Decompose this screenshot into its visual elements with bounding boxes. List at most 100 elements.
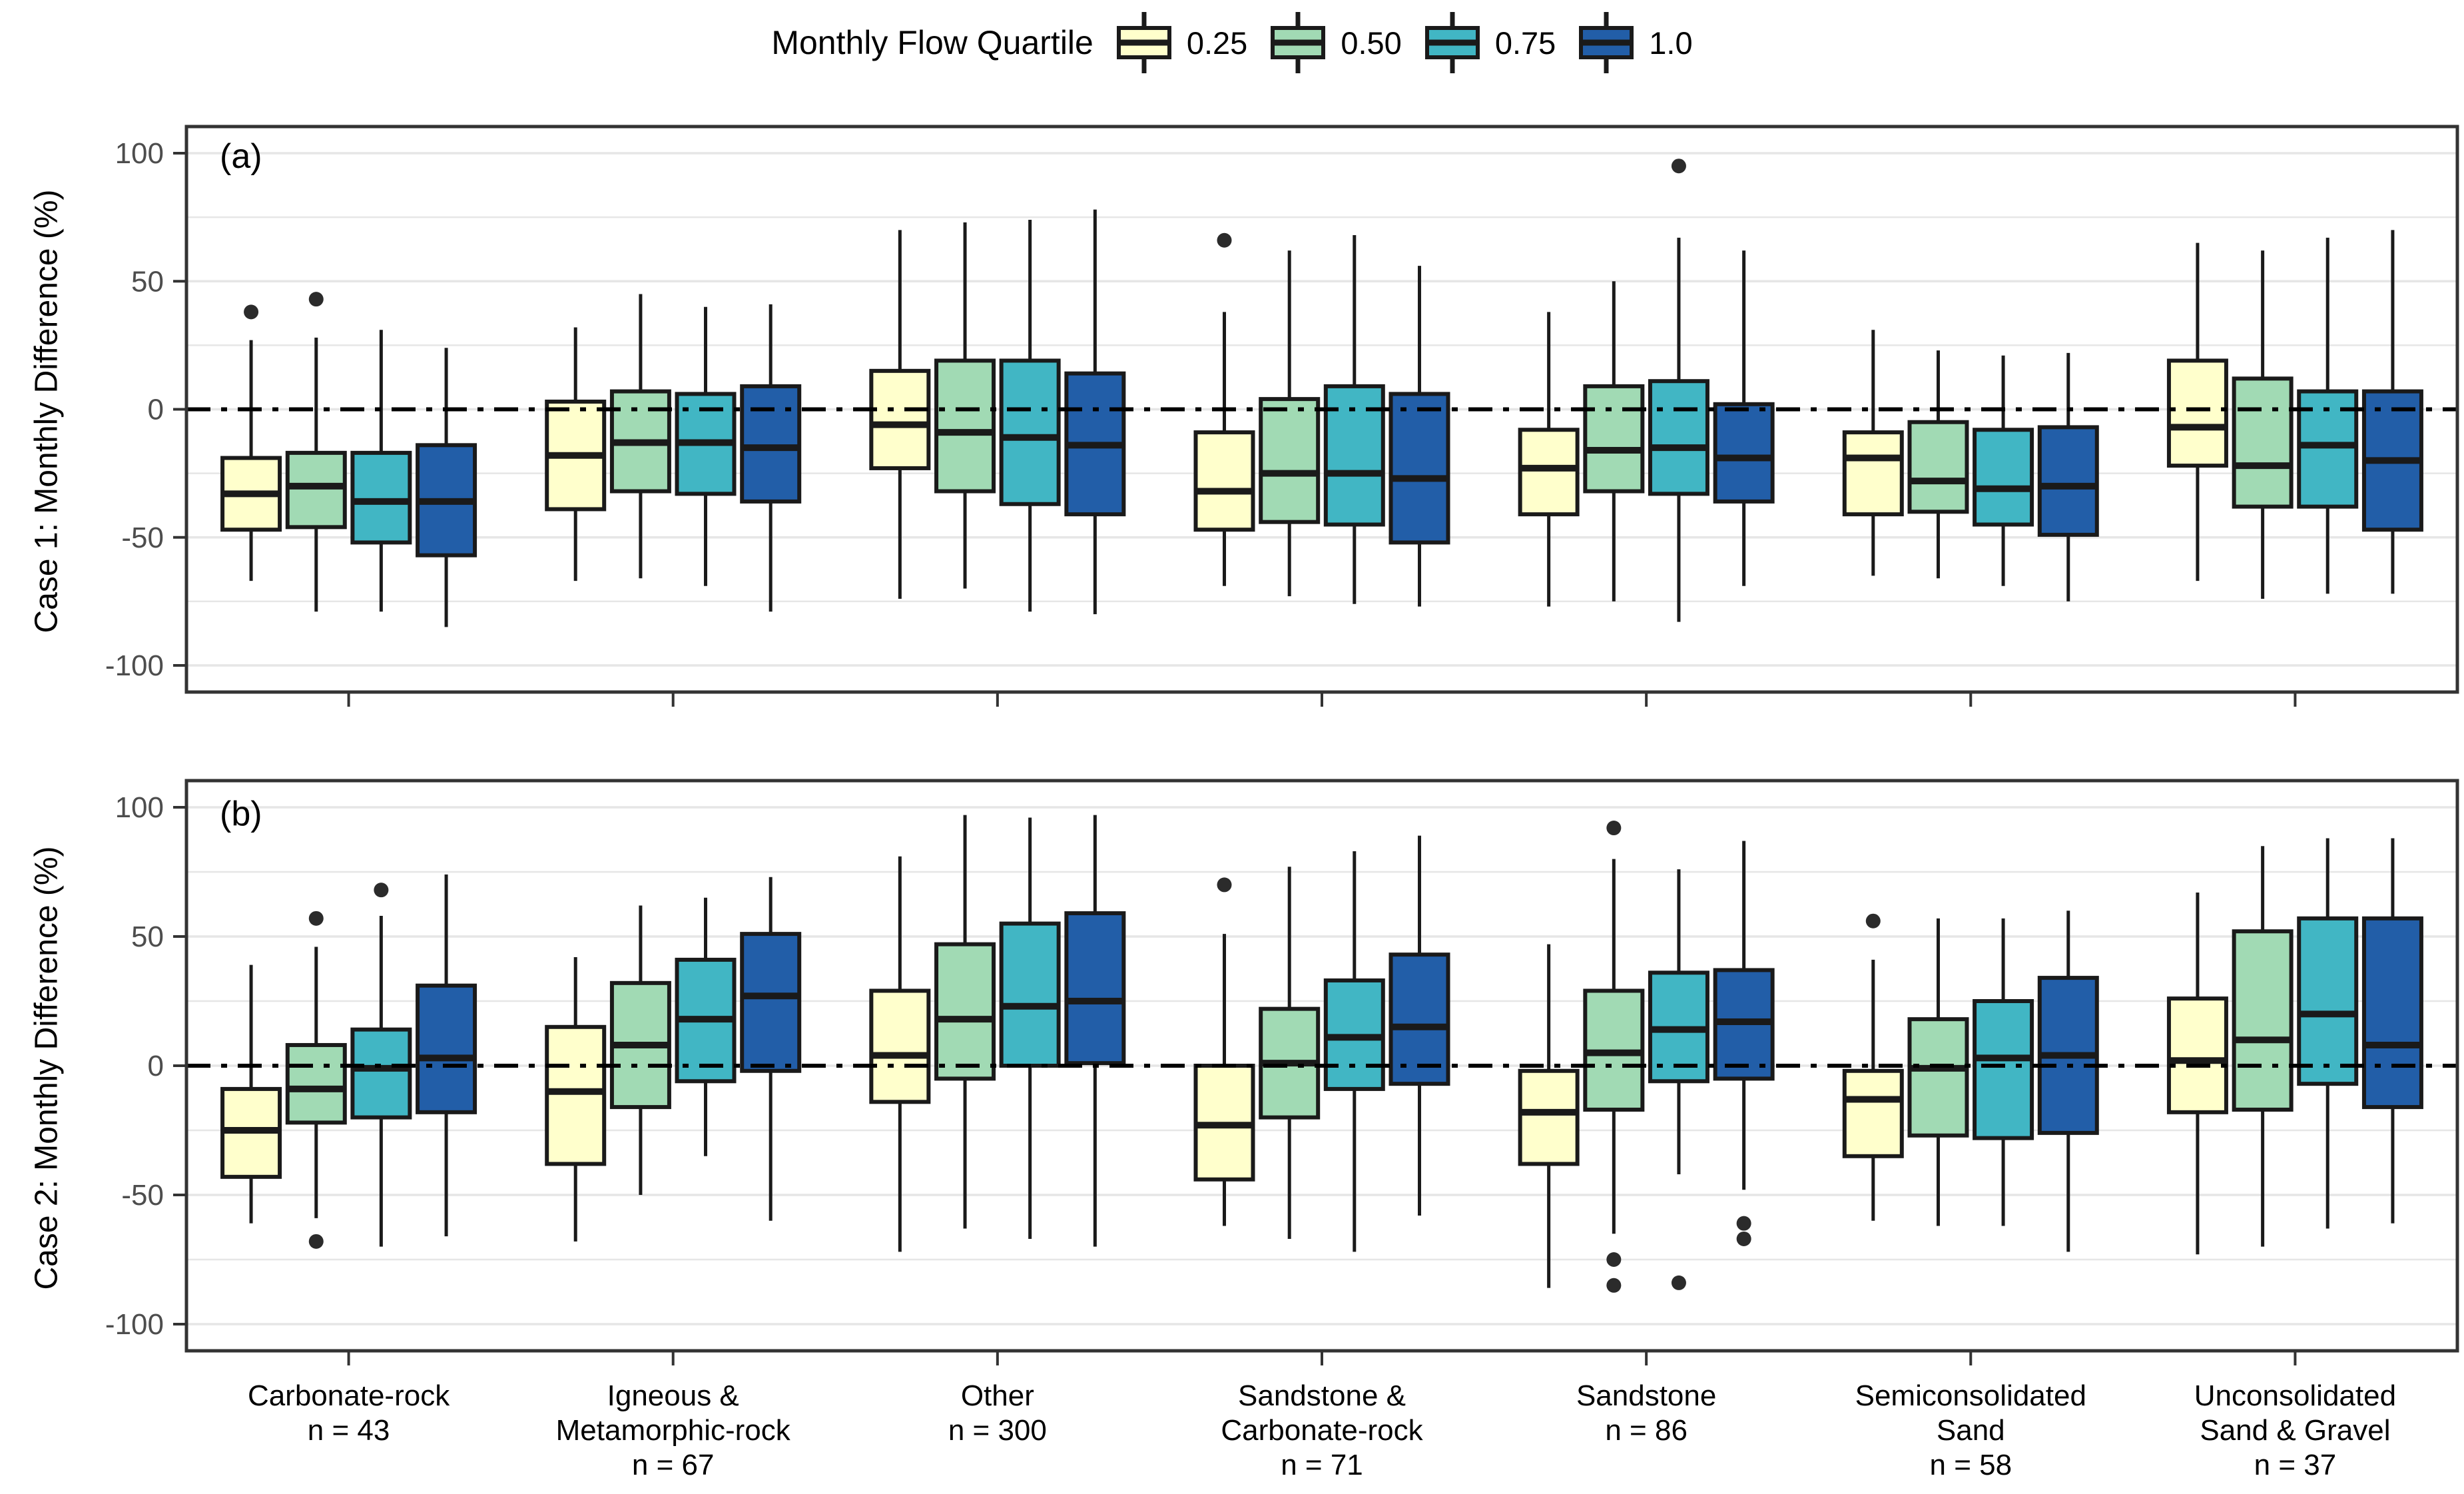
iqr-box xyxy=(416,983,477,1114)
iqr-box xyxy=(1973,428,2034,527)
x-category-label: n = 37 xyxy=(2254,1449,2337,1481)
y-tick-label: 100 xyxy=(115,791,164,824)
box-0.75-g6 xyxy=(1973,355,2034,586)
panel-a-label: (a) xyxy=(220,137,262,176)
iqr-box xyxy=(869,988,931,1104)
box-0.75-g5 xyxy=(1648,159,1709,622)
box-0.25-g4 xyxy=(1193,232,1255,586)
iqr-box xyxy=(1518,1068,1580,1166)
box-1.0-g3 xyxy=(1064,815,1126,1247)
outlier-dot xyxy=(1606,1278,1622,1293)
iqr-box xyxy=(1648,379,1709,496)
legend-item-label: 1.0 xyxy=(1649,25,1693,61)
box-0.25-g5 xyxy=(1518,312,1580,607)
y-tick-label: 50 xyxy=(131,921,164,953)
x-category-label: n = 71 xyxy=(1281,1449,1363,1481)
box-1.0-g6 xyxy=(2037,352,2099,601)
legend-item-10: 1.0 xyxy=(1578,12,1693,73)
box-1.0-g7 xyxy=(2361,230,2423,594)
outlier-dot xyxy=(1736,1216,1751,1231)
x-category-label: n = 67 xyxy=(632,1449,715,1481)
outlier-dot xyxy=(308,1234,324,1249)
box-0.25-g5 xyxy=(1518,944,1580,1288)
box-0.50-g6 xyxy=(1907,350,1969,579)
iqr-box xyxy=(2297,916,2359,1086)
box-1.0-g5 xyxy=(1713,841,1775,1246)
y-tick-label: 0 xyxy=(148,1050,164,1082)
box-0.50-g1 xyxy=(285,292,347,612)
y-tick-label: -50 xyxy=(121,1179,164,1212)
box-0.75-g4 xyxy=(1323,851,1385,1252)
iqr-box xyxy=(1973,999,2034,1140)
outlier-dot xyxy=(1671,159,1686,174)
box-0.50-g3 xyxy=(934,815,996,1229)
box-0.75-g6 xyxy=(1973,918,2034,1226)
y-tick-label: 50 xyxy=(131,265,164,298)
legend: Monthly Flow Quartile 0.25 0.50 0.75 1.0 xyxy=(0,12,2464,73)
x-category-label: Sandstone & xyxy=(1238,1379,1406,1412)
x-category-label: Sandstone xyxy=(1576,1379,1716,1412)
iqr-box xyxy=(2037,425,2099,537)
iqr-box xyxy=(350,1027,412,1120)
box-1.0-g1 xyxy=(416,874,477,1237)
outlier-dot xyxy=(244,304,259,320)
x-category-label: n = 86 xyxy=(1605,1414,1688,1447)
iqr-box xyxy=(2361,916,2423,1110)
box-1.0-g2 xyxy=(740,304,802,612)
box-0.75-g1 xyxy=(350,883,412,1247)
y-tick-label: -100 xyxy=(105,1308,164,1341)
box-1.0-g7 xyxy=(2361,838,2423,1224)
iqr-box xyxy=(999,921,1061,1068)
iqr-box xyxy=(1518,428,1580,517)
boxplot-key-icon xyxy=(1271,12,1326,73)
x-category-label: Metamorphic-rock xyxy=(556,1414,791,1447)
panel-b-label: (b) xyxy=(220,795,262,833)
iqr-box xyxy=(545,1024,607,1166)
outlier-dot xyxy=(1217,877,1232,893)
legend-item-025: 0.25 xyxy=(1116,12,1247,73)
iqr-box xyxy=(1259,397,1321,524)
box-0.25-g7 xyxy=(2166,242,2228,581)
box-1.0-g4 xyxy=(1388,266,1450,607)
iqr-box xyxy=(1583,384,1645,494)
box-1.0-g3 xyxy=(1064,209,1126,615)
y-tick-label: 0 xyxy=(148,394,164,426)
iqr-box xyxy=(1907,1017,1969,1138)
y-axis-title-case1: Case 1: Monthly Difference (%) xyxy=(29,189,65,633)
box-0.50-g5 xyxy=(1583,821,1645,1293)
legend-item-075: 0.75 xyxy=(1424,12,1556,73)
y-axis-title-case2: Case 2: Monthly Difference (%) xyxy=(29,846,65,1290)
outlier-dot xyxy=(1217,232,1232,248)
x-category-label: Semiconsolidated xyxy=(1855,1379,2086,1412)
iqr-box xyxy=(1193,430,1255,532)
iqr-box xyxy=(1064,911,1126,1066)
box-0.50-g7 xyxy=(2232,846,2294,1247)
y-tick-label: -50 xyxy=(121,522,164,554)
box-0.50-g4 xyxy=(1259,250,1321,597)
outlier-dot xyxy=(1606,821,1622,836)
iqr-box xyxy=(1842,430,1904,517)
box-0.25-g4 xyxy=(1193,877,1255,1226)
legend-item-label: 0.25 xyxy=(1186,25,1248,61)
box-0.50-g2 xyxy=(609,905,671,1195)
legend-title: Monthly Flow Quartile xyxy=(771,24,1093,61)
iqr-box xyxy=(1713,402,1775,504)
iqr-box xyxy=(934,942,996,1081)
iqr-box xyxy=(740,384,802,504)
y-tick-label: 100 xyxy=(115,137,164,170)
x-category-label: n = 43 xyxy=(308,1414,390,1447)
box-0.50-g1 xyxy=(285,911,347,1249)
iqr-box xyxy=(869,368,931,470)
legend-item-050: 0.50 xyxy=(1270,12,1402,73)
outlier-dot xyxy=(1736,1231,1751,1246)
box-0.25-g1 xyxy=(220,964,282,1224)
iqr-box xyxy=(740,932,802,1073)
iqr-box xyxy=(1907,420,1969,514)
iqr-box xyxy=(1388,392,1450,545)
panel-(a): 100 50 0 -50 -100 xyxy=(105,125,2459,707)
box-0.75-g2 xyxy=(675,897,737,1156)
y-tick-label: -100 xyxy=(105,649,164,682)
outlier-dot xyxy=(1671,1275,1686,1290)
x-category-label: Other xyxy=(961,1379,1034,1412)
